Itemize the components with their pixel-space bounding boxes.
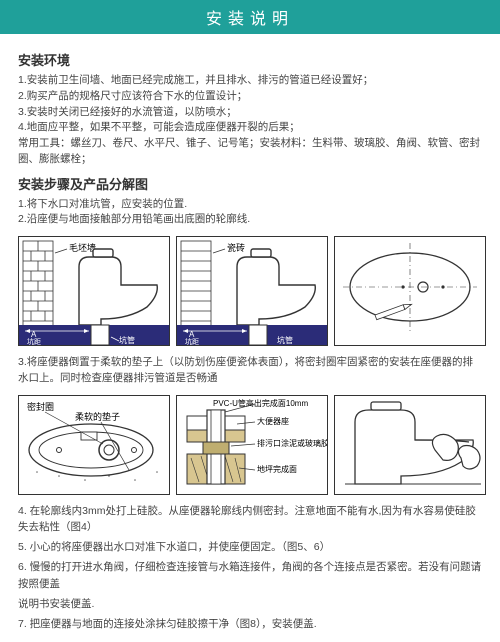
svg-text:坑管: 坑管 (277, 335, 293, 345)
figure-row-2: 密封圈 柔软的垫子 PVC-U管高出完成面10mm 大便器座 排污口涂泥或玻璃胶… (18, 395, 482, 495)
steps-title: 安装步骤及产品分解图 (18, 174, 482, 193)
figure-row-1: 毛坯墙 A 坑距 坑管 (18, 236, 482, 346)
note-bottom: 说明书安装便盖. (18, 596, 482, 612)
note-bottom: 6. 慢慢的打开进水角阀，仔细检查连接管与水箱连接件，角阀的各个连接点是否紧密。… (18, 559, 482, 592)
label-brick: 毛坯墙 (69, 242, 96, 253)
env-line: 2.购买产品的规格尺寸应该符合下水的位置设计； (18, 89, 482, 105)
env-line: 3.安装时关闭已经接好的水流管道，以防喷水； (18, 105, 482, 121)
step-line: 1.将下水口对准坑管，应安装的位置. (18, 197, 482, 213)
fig-6 (334, 395, 486, 495)
step-line: 2.沿座便与地面接触部分用铅笔画出底圈的轮廓线. (18, 212, 482, 228)
fig-4: 密封圈 柔软的垫子 (18, 395, 170, 495)
env-title: 安装环境 (18, 50, 482, 69)
note-bottom: 4. 在轮廓线内3mm处打上硅胶。从座便器轮廓线内侧密封。注意地面不能有水,因为… (18, 503, 482, 536)
label-paihou: 排污口涂泥或玻璃胶 (257, 438, 327, 448)
env-line: 常用工具：螺丝刀、卷尺、水平尺、锥子、记号笔；安装材料：生料带、玻璃胶、角阀、软… (18, 136, 482, 168)
env-line: 1.安装前卫生间墙、地面已经完成施工，并且排水、排污的管道已经设置好； (18, 73, 482, 89)
label-tile: 瓷砖 (227, 242, 245, 253)
label-pipe: 坑管 (119, 335, 135, 345)
note-bottom: 7. 把座便器与地面的连接处涂抹匀硅胶擦干净（图8），安装便盖. (18, 616, 482, 632)
label-pad: 柔软的垫子 (75, 411, 120, 422)
content: 安装环境 1.安装前卫生间墙、地面已经完成施工，并且排水、排污的管道已经设置好；… (0, 34, 500, 642)
label-yabai: 大便器座 (257, 416, 289, 426)
svg-text:坑距: 坑距 (185, 337, 199, 345)
env-line: 4.地面应平整，如果不平整，可能会造成座便器开裂的后果； (18, 120, 482, 136)
fig-1: 毛坯墙 A 坑距 坑管 (18, 236, 170, 346)
fig-5: PVC-U管高出完成面10mm 大便器座 排污口涂泥或玻璃胶 地坪完成面 (176, 395, 328, 495)
label-pit: 坑距 (27, 337, 41, 345)
label-pvc: PVC-U管高出完成面10mm (213, 398, 308, 408)
note-bottom: 5. 小心的将座便器出水口对准下水道口，并使座便固定。（图5、6） (18, 539, 482, 555)
page-header: 安装说明 (0, 0, 500, 34)
fig-2: 瓷砖 A 坑距 坑管 (176, 236, 328, 346)
label-seal: 密封圈 (27, 401, 54, 412)
label-floor: 地坪完成面 (257, 464, 297, 474)
note-3: 3.将座便器倒置于柔软的垫子上（以防划伤座便瓷体表面），将密封圈牢固紧密的安装在… (18, 354, 482, 387)
fig-3 (334, 236, 486, 346)
